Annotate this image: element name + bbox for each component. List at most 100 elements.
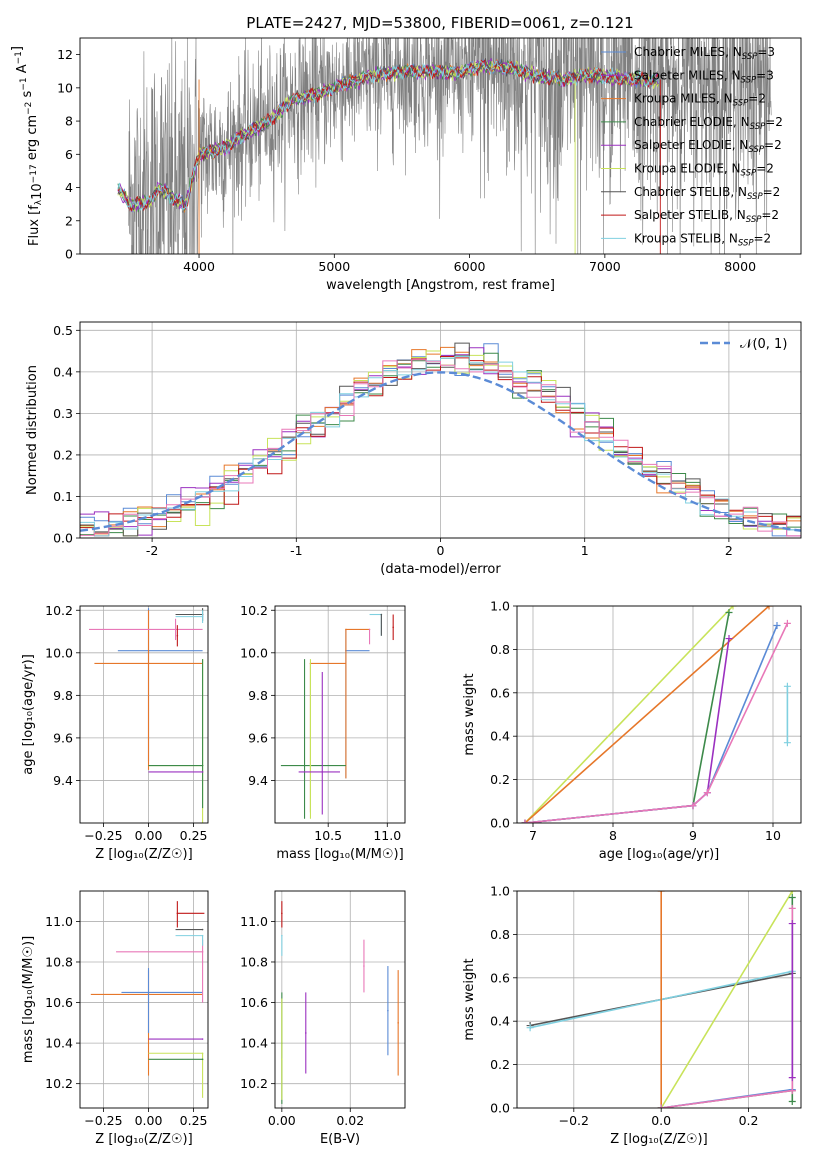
legend-tail: =2 [761, 208, 779, 222]
legend-entry: Chabrier STELIB, NSSP=2 [634, 185, 780, 202]
x-tick-label: 0 [437, 543, 445, 558]
mass-weight-marker [788, 920, 796, 928]
legend-entry: Salpeter ELODIE, NSSP=2 [634, 138, 782, 155]
y-axis-label: Normed distribution [25, 365, 40, 495]
x-tick-label: 6000 [454, 259, 486, 274]
data-point [201, 1058, 204, 1061]
legend-label: Salpeter STELIB, N [634, 208, 746, 222]
legend-label: Chabrier MILES, N [634, 45, 742, 59]
legend-entry: Salpeter MILES, NSSP=3 [634, 68, 774, 85]
mass_weight_vs_Z-axes: −0.2 0.0 0.2 0.0 0.2 0.4 0.6 0.8 1.0 Z [log₁₀(Z/Z… [462, 884, 802, 1147]
y-tick-label: 10.4 [45, 1036, 73, 1051]
data-point [176, 634, 179, 637]
x-tick-label: -1 [290, 543, 302, 558]
data-point [345, 628, 347, 631]
y-axis-label: mass [log₁₀(M/M☉)] [21, 936, 36, 1063]
legend-entry: Chabrier MILES, NSSP=3 [634, 45, 775, 62]
y-tick-label: 9.4 [53, 773, 73, 788]
x-tick-label: 10.5 [314, 828, 342, 843]
y-tick-label: 0.1 [53, 489, 73, 504]
legend-sub: SSP [750, 122, 766, 132]
y-tick-label: 0.4 [490, 729, 510, 744]
mass-weight-marker [788, 904, 796, 912]
x-tick-label: 0.25 [180, 828, 208, 843]
mass_vs_Z-plot-area [90, 901, 205, 1098]
figure-title: PLATE=2427, MJD=53800, FIBERID=0061, z=0… [246, 14, 633, 32]
y-tick-label: 9.4 [248, 773, 268, 788]
legend-sub: SSP [746, 215, 762, 225]
y-tick-label: 10.2 [45, 1076, 73, 1091]
x-axis-label: wavelength [Angstrom, rest frame] [326, 278, 555, 293]
axes-frame [274, 605, 406, 824]
y-tick-label: 1.0 [490, 884, 510, 899]
data-point [392, 626, 394, 629]
y-tick-label: 8 [65, 114, 73, 129]
data-point [176, 912, 179, 915]
data-point [201, 771, 204, 773]
legend-label: Kroupa STELIB, N [634, 231, 738, 245]
legend-sub: SSP [741, 169, 757, 179]
age_vs_mass-axes: 10.5 11.0 9.4 9.6 9.8 10.0 10.2 mass [log₁₀(M/M… [240, 603, 406, 862]
x-axis-label: age [log₁₀(age/yr)] [599, 847, 720, 862]
legend-sub: SSP [738, 238, 754, 248]
legend-tail: =2 [748, 92, 766, 106]
y-axis-label-part: Flux [f [27, 205, 42, 246]
axes-frame [516, 605, 802, 824]
data-point [201, 951, 204, 953]
x-axis-label: E(B-V) [320, 1132, 360, 1147]
spectrum-axes: 4000 5000 6000 7000 8000 0 2 4 6 8 10 12 wavelength … [10, 37, 802, 293]
mass-weight-marker [773, 622, 781, 630]
y-axis-label-part: λ [34, 199, 44, 205]
data-point [174, 628, 177, 631]
y-tick-label: 9.6 [53, 730, 73, 745]
data-point [397, 1022, 399, 1024]
data-point [387, 1009, 389, 1012]
normal-distribution-curve [80, 371, 801, 532]
legend-entry: Chabrier ELODIE, NSSP=2 [634, 115, 783, 132]
x-axis-label: mass [log₁₀(M/M☉)] [276, 847, 403, 862]
legend-tail: =3 [757, 45, 775, 59]
legend-tail: =2 [756, 162, 774, 176]
residuals-frame [79, 321, 802, 539]
x-tick-label: −0.25 [84, 828, 122, 843]
x-tick-label: 1 [581, 543, 589, 558]
mass-weight-line [661, 1089, 793, 1108]
y-tick-label: 0.2 [490, 1057, 510, 1072]
legend-label: Salpeter ELODIE, N [634, 138, 748, 152]
data-point [201, 1038, 204, 1040]
y-tick-label: 0.8 [490, 642, 510, 657]
legend-label: Kroupa ELODIE, N [634, 162, 741, 176]
data-point [363, 965, 365, 967]
age_vs_Z-axes: −0.25 0.00 0.25 9.4 9.6 9.8 10.0 10.2 Z [log₁₀(Z… [21, 603, 209, 862]
y-tick-label: 0.5 [53, 323, 73, 338]
mass-weight-marker [657, 891, 665, 895]
data-point [201, 928, 204, 931]
x-tick-label: 10 [765, 828, 781, 843]
axes-frame [79, 605, 209, 824]
legend-label: Salpeter MILES, N [634, 68, 741, 82]
mass-weight-marker [526, 1024, 534, 1032]
mass-weight-marker [783, 619, 791, 627]
y-tick-label: 10.8 [45, 954, 73, 969]
y-tick-label: 6 [65, 147, 73, 162]
y-axis-label-part: erg cm [25, 115, 40, 164]
data-point [201, 615, 204, 618]
legend-label: Kroupa MILES, N [634, 92, 733, 106]
x-axis-label: (data-model)/error [380, 562, 501, 577]
data-point [147, 991, 150, 994]
x-tick-label: −0.25 [84, 1113, 122, 1128]
legend-tail: =2 [763, 185, 781, 199]
y-tick-label: 9.6 [248, 730, 268, 745]
legend-sub: SSP [748, 145, 764, 155]
y-tick-label: 10.8 [240, 954, 268, 969]
spectrum-frame [79, 37, 802, 255]
y-tick-label: 4 [65, 180, 73, 195]
y-tick-label: 2 [65, 213, 73, 228]
x-axis-label: Z [log₁₀(Z/Z☉)] [95, 1132, 192, 1147]
y-tick-label: 10.0 [45, 645, 73, 660]
legend-label: Chabrier STELIB, N [634, 185, 747, 199]
legend-entry: Kroupa ELODIE, NSSP=2 [634, 162, 774, 179]
mass_weight_vs_age-axes: 7 8 9 10 0.0 0.2 0.4 0.6 0.8 1.0 age [log₁₀(age/yr… [462, 599, 802, 862]
y-tick-label: 10.0 [240, 645, 268, 660]
residuals-plot-area [80, 342, 801, 537]
